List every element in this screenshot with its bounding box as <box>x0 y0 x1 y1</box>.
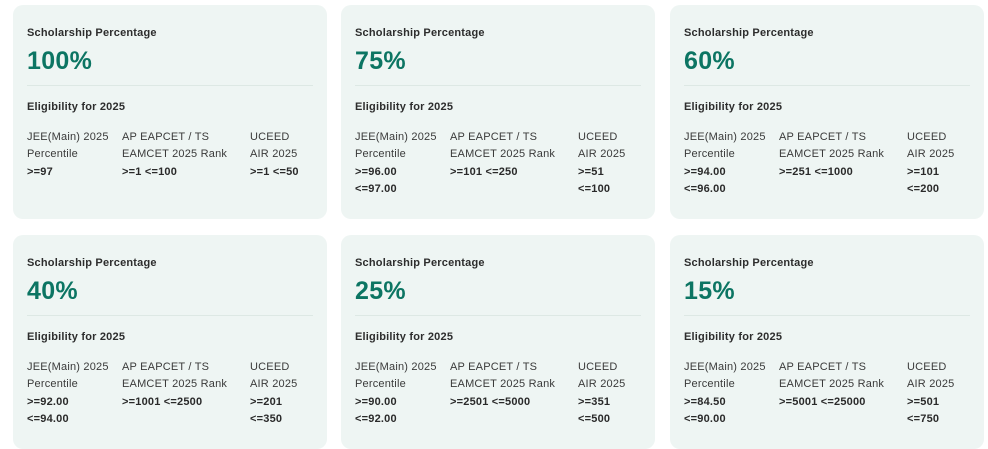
scholarship-card: Scholarship Percentage 60% Eligibility f… <box>670 5 984 219</box>
uceed-value: >=101 <=200 <box>907 166 940 195</box>
jee-column: JEE(Main) 2025 Percentile >=92.00 <=94.0… <box>27 359 117 428</box>
jee-column: JEE(Main) 2025 Percentile >=84.50 <=90.0… <box>684 359 774 428</box>
eapcet-header: AP EAPCET / TS EAMCET 2025 Rank <box>122 131 228 160</box>
scholarship-percentage-label: Scholarship Percentage <box>355 27 485 39</box>
jee-header: JEE(Main) 2025 Percentile <box>355 131 437 160</box>
jee-column: JEE(Main) 2025 Percentile >=96.00 <=97.0… <box>355 129 445 198</box>
eapcet-column: AP EAPCET / TS EAMCET 2025 Rank >=251 <=… <box>779 129 904 181</box>
uceed-value: >=501 <=750 <box>907 396 940 425</box>
scholarship-percentage-label: Scholarship Percentage <box>27 27 157 39</box>
uceed-value: >=1 <=50 <box>250 166 299 178</box>
eapcet-value: >=251 <=1000 <box>779 166 853 178</box>
jee-header: JEE(Main) 2025 Percentile <box>27 361 109 390</box>
scholarship-percentage-label: Scholarship Percentage <box>27 257 157 269</box>
uceed-header: UCEED AIR 2025 <box>250 131 298 160</box>
scholarship-percent-value: 100% <box>27 47 93 75</box>
scholarship-percent-value: 40% <box>27 277 78 305</box>
eapcet-value: >=1001 <=2500 <box>122 396 203 408</box>
jee-header: JEE(Main) 2025 Percentile <box>27 131 109 160</box>
eapcet-value: >=101 <=250 <box>450 166 518 178</box>
uceed-header: UCEED AIR 2025 <box>578 131 626 160</box>
scholarship-card: Scholarship Percentage 40% Eligibility f… <box>13 235 327 449</box>
scholarship-percentage-label: Scholarship Percentage <box>355 257 485 269</box>
uceed-column: UCEED AIR 2025 >=101 <=200 <box>907 129 977 198</box>
eapcet-header: AP EAPCET / TS EAMCET 2025 Rank <box>450 361 556 390</box>
jee-value: >=92.00 <=94.00 <box>27 396 69 425</box>
scholarship-percent-value: 60% <box>684 47 735 75</box>
eapcet-header: AP EAPCET / TS EAMCET 2025 Rank <box>450 131 556 160</box>
jee-header: JEE(Main) 2025 Percentile <box>684 361 766 390</box>
scholarship-percent-value: 15% <box>684 277 735 305</box>
scholarship-card: Scholarship Percentage 15% Eligibility f… <box>670 235 984 449</box>
jee-value: >=96.00 <=97.00 <box>355 166 397 195</box>
jee-header: JEE(Main) 2025 Percentile <box>684 131 766 160</box>
scholarship-percent-value: 25% <box>355 277 406 305</box>
jee-column: JEE(Main) 2025 Percentile >=94.00 <=96.0… <box>684 129 774 198</box>
uceed-column: UCEED AIR 2025 >=51 <=100 <box>578 129 648 198</box>
card-divider <box>355 85 641 86</box>
scholarship-percent-value: 75% <box>355 47 406 75</box>
jee-column: JEE(Main) 2025 Percentile >=97 <box>27 129 117 181</box>
jee-column: JEE(Main) 2025 Percentile >=90.00 <=92.0… <box>355 359 445 428</box>
eapcet-header: AP EAPCET / TS EAMCET 2025 Rank <box>779 361 885 390</box>
uceed-value: >=201 <=350 <box>250 396 283 425</box>
jee-value: >=84.50 <=90.00 <box>684 396 726 425</box>
uceed-column: UCEED AIR 2025 >=1 <=50 <box>250 129 320 181</box>
card-divider <box>684 85 970 86</box>
scholarship-card: Scholarship Percentage 100% Eligibility … <box>13 5 327 219</box>
eligibility-label: Eligibility for 2025 <box>684 101 783 113</box>
eapcet-value: >=1 <=100 <box>122 166 178 178</box>
uceed-header: UCEED AIR 2025 <box>578 361 626 390</box>
eligibility-label: Eligibility for 2025 <box>27 101 126 113</box>
uceed-header: UCEED AIR 2025 <box>907 361 955 390</box>
eapcet-value: >=2501 <=5000 <box>450 396 531 408</box>
eapcet-column: AP EAPCET / TS EAMCET 2025 Rank >=5001 <… <box>779 359 904 411</box>
scholarship-card: Scholarship Percentage 25% Eligibility f… <box>341 235 655 449</box>
scholarship-percentage-label: Scholarship Percentage <box>684 257 814 269</box>
uceed-column: UCEED AIR 2025 >=351 <=500 <box>578 359 648 428</box>
eapcet-header: AP EAPCET / TS EAMCET 2025 Rank <box>122 361 228 390</box>
jee-value: >=90.00 <=92.00 <box>355 396 397 425</box>
eapcet-column: AP EAPCET / TS EAMCET 2025 Rank >=2501 <… <box>450 359 575 411</box>
uceed-header: UCEED AIR 2025 <box>250 361 298 390</box>
uceed-header: UCEED AIR 2025 <box>907 131 955 160</box>
eligibility-label: Eligibility for 2025 <box>355 101 454 113</box>
eapcet-header: AP EAPCET / TS EAMCET 2025 Rank <box>779 131 885 160</box>
uceed-column: UCEED AIR 2025 >=501 <=750 <box>907 359 977 428</box>
card-divider <box>684 315 970 316</box>
uceed-column: UCEED AIR 2025 >=201 <=350 <box>250 359 320 428</box>
uceed-value: >=51 <=100 <box>578 166 611 195</box>
eapcet-value: >=5001 <=25000 <box>779 396 866 408</box>
eligibility-label: Eligibility for 2025 <box>355 331 454 343</box>
eligibility-label: Eligibility for 2025 <box>684 331 783 343</box>
scholarship-percentage-label: Scholarship Percentage <box>684 27 814 39</box>
jee-header: JEE(Main) 2025 Percentile <box>355 361 437 390</box>
eapcet-column: AP EAPCET / TS EAMCET 2025 Rank >=1001 <… <box>122 359 247 411</box>
eligibility-label: Eligibility for 2025 <box>27 331 126 343</box>
eapcet-column: AP EAPCET / TS EAMCET 2025 Rank >=1 <=10… <box>122 129 247 181</box>
card-divider <box>355 315 641 316</box>
scholarship-card: Scholarship Percentage 75% Eligibility f… <box>341 5 655 219</box>
jee-value: >=94.00 <=96.00 <box>684 166 726 195</box>
card-divider <box>27 315 313 316</box>
jee-value: >=97 <box>27 166 53 178</box>
eapcet-column: AP EAPCET / TS EAMCET 2025 Rank >=101 <=… <box>450 129 575 181</box>
card-divider <box>27 85 313 86</box>
uceed-value: >=351 <=500 <box>578 396 611 425</box>
